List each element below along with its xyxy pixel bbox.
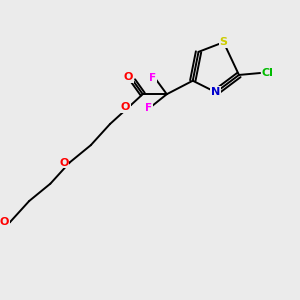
Text: F: F — [145, 103, 152, 113]
Text: N: N — [211, 87, 220, 97]
Text: O: O — [121, 102, 130, 112]
Text: S: S — [220, 37, 228, 47]
Text: O: O — [124, 72, 133, 82]
Text: Cl: Cl — [262, 68, 274, 78]
Text: O: O — [59, 158, 68, 167]
Text: O: O — [0, 217, 9, 227]
Text: F: F — [149, 73, 156, 83]
